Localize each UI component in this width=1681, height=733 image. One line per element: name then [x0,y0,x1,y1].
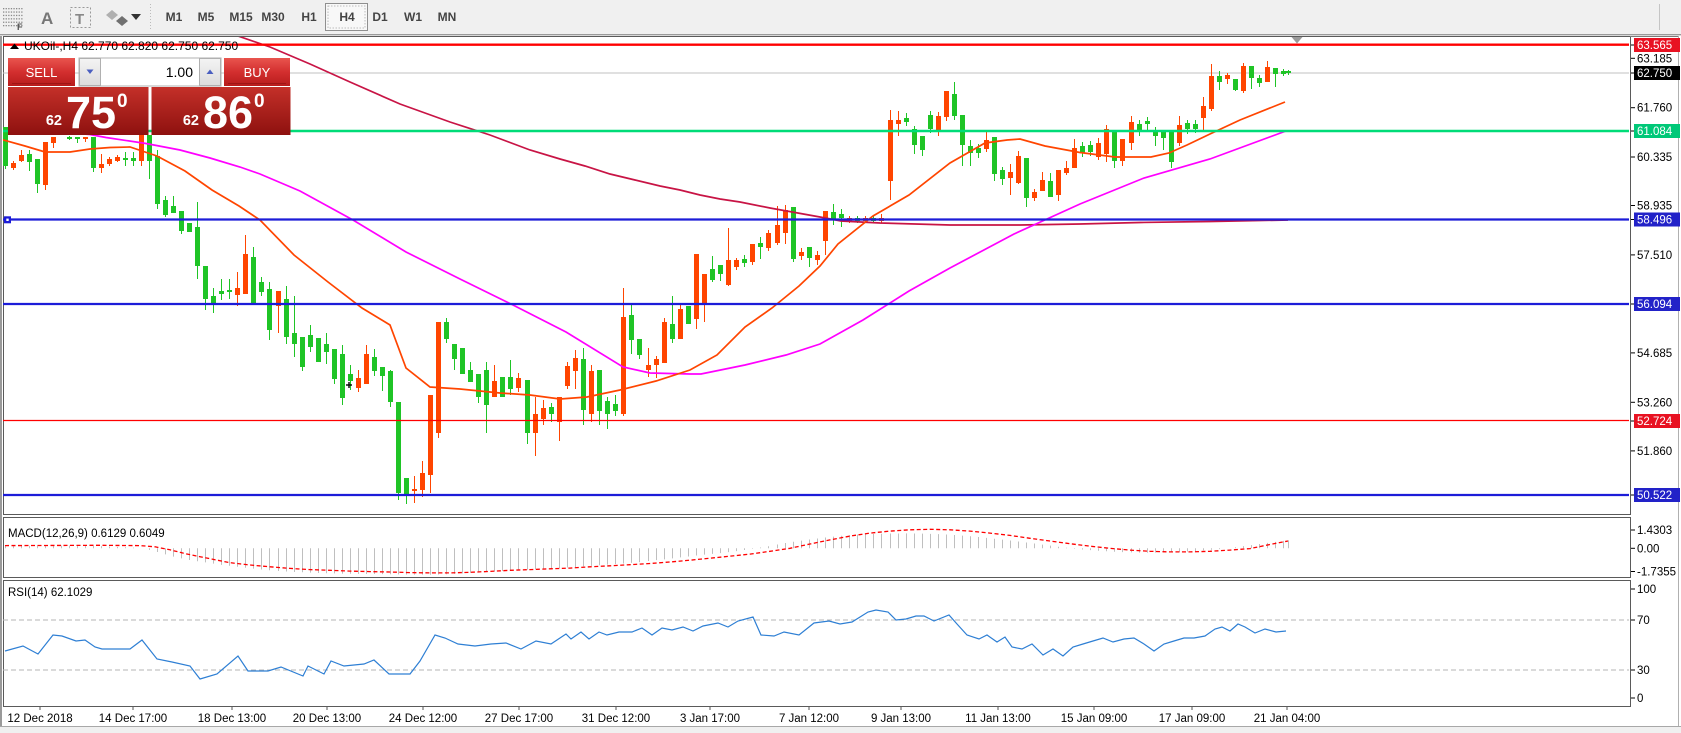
svg-text:0: 0 [254,91,265,112]
svg-text:58.496: 58.496 [1637,215,1672,227]
svg-text:63.565: 63.565 [1637,40,1672,52]
svg-text:0: 0 [117,91,128,112]
svg-text:61.084: 61.084 [1637,126,1673,138]
svg-text:1.00: 1.00 [166,64,193,80]
svg-text:30: 30 [1637,665,1650,677]
svg-text:62.750: 62.750 [1637,68,1672,80]
svg-text:18 Dec 13:00: 18 Dec 13:00 [198,713,266,725]
svg-text:BUY: BUY [244,65,271,80]
svg-text:M30: M30 [261,10,285,24]
svg-text:57.510: 57.510 [1637,250,1672,262]
svg-text:-1.7355: -1.7355 [1637,567,1676,579]
svg-text:62: 62 [46,113,62,129]
svg-text:A: A [41,9,53,28]
svg-text:56.094: 56.094 [1637,299,1673,311]
svg-text:MACD(12,26,9) 0.6129 0.6049: MACD(12,26,9) 0.6129 0.6049 [8,528,165,540]
svg-text:60.335: 60.335 [1637,152,1672,164]
svg-text:61.760: 61.760 [1637,103,1672,115]
svg-text:M5: M5 [198,10,215,24]
svg-text:51.860: 51.860 [1637,446,1672,458]
svg-text:SELL: SELL [26,65,58,80]
svg-text:21 Jan 04:00: 21 Jan 04:00 [1254,713,1321,725]
svg-text:54.685: 54.685 [1637,348,1672,360]
svg-text:W1: W1 [404,10,422,24]
svg-text:UKOil-,H4 62.770 62.820 62.75: UKOil-,H4 62.770 62.820 62.750 62.750 [24,39,238,53]
svg-text:20 Dec 13:00: 20 Dec 13:00 [293,713,361,725]
svg-text:0: 0 [1637,693,1643,705]
svg-text:17 Jan 09:00: 17 Jan 09:00 [1159,713,1226,725]
svg-text:62: 62 [183,113,199,129]
svg-text:86: 86 [203,87,253,138]
svg-text:100: 100 [1637,584,1656,596]
svg-text:31 Dec 12:00: 31 Dec 12:00 [582,713,650,725]
svg-text:9 Jan 13:00: 9 Jan 13:00 [871,713,931,725]
svg-text:52.724: 52.724 [1637,416,1673,428]
svg-text:0.00: 0.00 [1637,543,1659,555]
svg-text:M1: M1 [166,10,183,24]
svg-text:75: 75 [66,87,116,138]
svg-text:63.185: 63.185 [1637,53,1672,65]
svg-text:3 Jan 17:00: 3 Jan 17:00 [680,713,740,725]
svg-text:12 Dec 2018: 12 Dec 2018 [7,713,72,725]
svg-text:53.260: 53.260 [1637,397,1672,409]
svg-text:D1: D1 [372,10,388,24]
svg-text:H4: H4 [339,10,355,24]
svg-text:50.522: 50.522 [1637,490,1672,502]
svg-text:14 Dec 17:00: 14 Dec 17:00 [99,713,167,725]
svg-text:F: F [17,22,23,32]
svg-text:7 Jan 12:00: 7 Jan 12:00 [779,713,839,725]
svg-text:58.935: 58.935 [1637,201,1672,213]
svg-text:H1: H1 [301,10,317,24]
svg-text:24 Dec 12:00: 24 Dec 12:00 [389,713,457,725]
svg-text:RSI(14) 62.1029: RSI(14) 62.1029 [8,587,92,599]
svg-text:MN: MN [438,10,457,24]
svg-text:T: T [75,11,84,28]
svg-text:1.4303: 1.4303 [1637,525,1672,537]
svg-text:15 Jan 09:00: 15 Jan 09:00 [1061,713,1128,725]
svg-text:M15: M15 [229,10,253,24]
svg-text:27 Dec 17:00: 27 Dec 17:00 [485,713,553,725]
svg-text:70: 70 [1637,615,1650,627]
svg-text:11 Jan 13:00: 11 Jan 13:00 [965,713,1031,725]
